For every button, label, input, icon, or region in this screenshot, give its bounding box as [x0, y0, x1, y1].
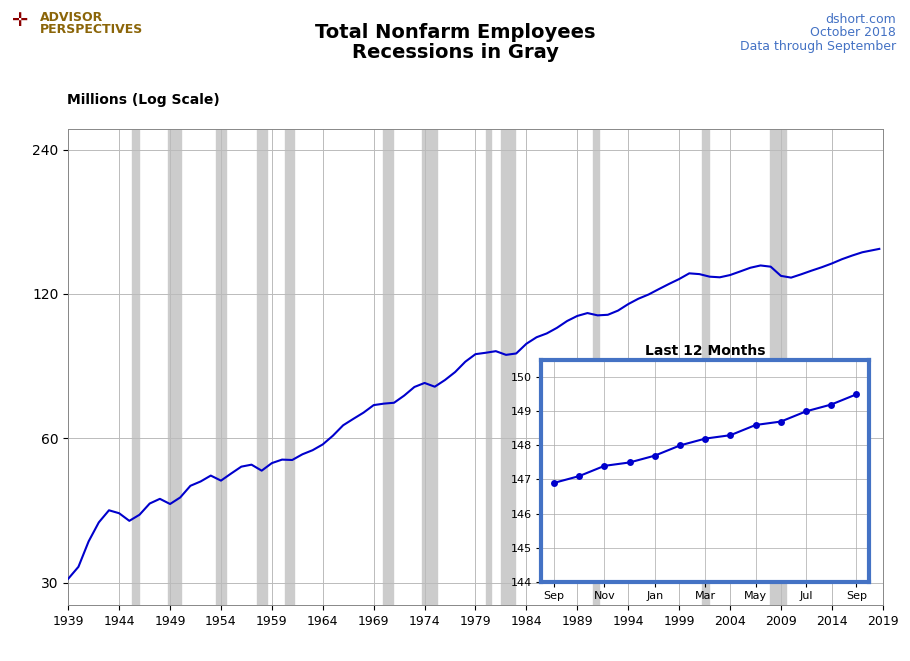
Bar — [132, 129, 138, 605]
Bar — [702, 129, 709, 605]
Bar — [486, 129, 490, 605]
Bar — [216, 129, 226, 605]
Text: Recessions in Gray: Recessions in Gray — [351, 43, 559, 62]
Text: Millions (Log Scale): Millions (Log Scale) — [67, 93, 220, 108]
Bar — [501, 129, 515, 605]
Bar — [592, 129, 600, 605]
Text: PERSPECTIVES: PERSPECTIVES — [40, 23, 143, 36]
Text: dshort.com: dshort.com — [825, 13, 896, 26]
Text: Total Nonfarm Employees: Total Nonfarm Employees — [315, 23, 595, 42]
Text: October 2018: October 2018 — [811, 26, 896, 40]
Bar — [422, 129, 438, 605]
Bar — [257, 129, 267, 605]
Bar — [383, 129, 393, 605]
Bar — [167, 129, 181, 605]
Bar — [770, 129, 786, 605]
Text: ADVISOR: ADVISOR — [40, 11, 104, 24]
Title: Last 12 Months: Last 12 Months — [645, 344, 765, 358]
Bar — [285, 129, 294, 605]
Text: Data through September: Data through September — [740, 40, 896, 53]
Text: ✛: ✛ — [12, 11, 28, 30]
